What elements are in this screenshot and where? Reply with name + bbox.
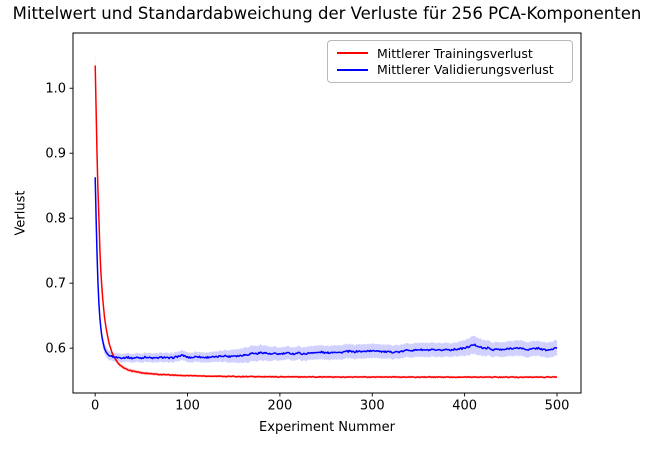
x-axis-label: Experiment Nummer xyxy=(259,420,395,435)
x-tick-label: 0 xyxy=(91,399,99,414)
val-loss-band xyxy=(95,169,557,364)
x-tick-label: 400 xyxy=(452,399,477,414)
y-tick-label: 1.0 xyxy=(45,82,66,97)
y-tick-label: 0.9 xyxy=(45,147,66,162)
legend-item-val: Mittlerer Validierungsverlust xyxy=(337,62,564,79)
train-loss-line-sample xyxy=(337,52,368,55)
x-tick-label: 200 xyxy=(267,399,292,414)
val-loss-line-sample xyxy=(337,68,368,71)
axes-spines xyxy=(72,32,582,394)
x-tick-label: 300 xyxy=(360,399,385,414)
legend-label-train: Mittlerer Trainingsverlust xyxy=(377,45,533,61)
legend-item-train: Mittlerer Trainingsverlust xyxy=(337,45,564,62)
y-axis-label: Verlust xyxy=(13,190,29,236)
x-tick-label: 100 xyxy=(175,399,200,414)
chart-title: Mittelwert und Standardabweichung der Ve… xyxy=(12,4,642,23)
y-tick-label: 0.7 xyxy=(45,277,66,292)
y-tick-label: 0.8 xyxy=(45,212,66,227)
y-tick-label: 0.6 xyxy=(45,342,66,357)
val-loss-line xyxy=(94,177,558,360)
x-tick-label: 500 xyxy=(545,399,570,414)
legend-label-val: Mittlerer Validierungsverlust xyxy=(377,62,554,78)
train-loss-line xyxy=(94,65,558,379)
legend: Mittlerer Trainingsverlust Mittlerer Val… xyxy=(327,40,573,83)
train-loss-band xyxy=(95,48,557,379)
